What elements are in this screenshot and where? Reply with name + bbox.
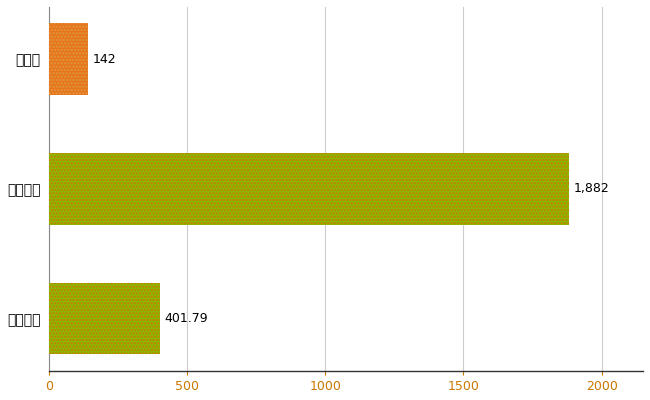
- Bar: [49, 24, 88, 95]
- Bar: [49, 153, 569, 225]
- Text: 142: 142: [93, 53, 116, 66]
- Bar: [49, 283, 160, 354]
- Text: 401.79: 401.79: [165, 312, 209, 325]
- Text: 1,882: 1,882: [574, 182, 610, 196]
